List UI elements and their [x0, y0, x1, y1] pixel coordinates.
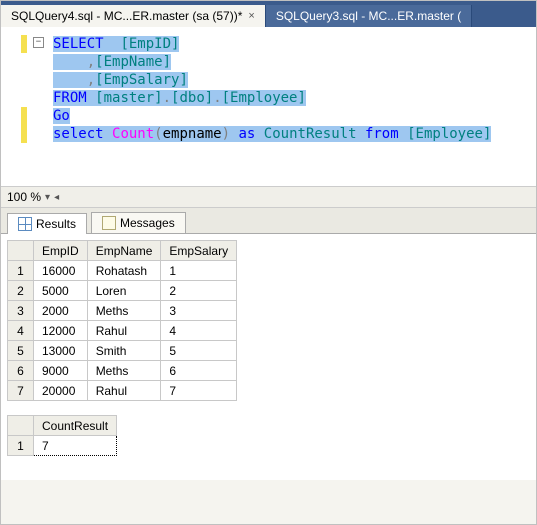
cell[interactable]: 5000	[34, 281, 88, 301]
row-number[interactable]: 3	[8, 301, 34, 321]
cell[interactable]: 20000	[34, 381, 88, 401]
cell[interactable]: Meths	[87, 361, 161, 381]
cell[interactable]: 3	[161, 301, 237, 321]
row-number[interactable]: 1	[8, 436, 34, 456]
fold-icon[interactable]: −	[33, 37, 44, 48]
row-number[interactable]: 5	[8, 341, 34, 361]
cell[interactable]: 6	[161, 361, 237, 381]
code-content: SELECT [EmpID] ,[EmpName] ,[EmpSalary] F…	[53, 35, 530, 143]
results-area: EmpID EmpName EmpSalary 116000Rohatash1 …	[1, 234, 536, 480]
tab-inactive-label: SQLQuery3.sql - MC...ER.master (	[276, 9, 461, 23]
document-tabs: SQLQuery4.sql - MC...ER.master (sa (57))…	[1, 1, 536, 27]
col-header[interactable]: EmpID	[34, 241, 88, 261]
cell[interactable]: 7	[34, 436, 117, 456]
close-icon[interactable]: ×	[248, 10, 254, 22]
grid-icon	[18, 217, 32, 231]
row-number[interactable]: 6	[8, 361, 34, 381]
cell[interactable]: Rahul	[87, 381, 161, 401]
cell[interactable]: 13000	[34, 341, 88, 361]
tab-inactive[interactable]: SQLQuery3.sql - MC...ER.master (	[266, 5, 472, 27]
results-grid-1[interactable]: EmpID EmpName EmpSalary 116000Rohatash1 …	[7, 240, 237, 401]
row-number[interactable]: 4	[8, 321, 34, 341]
corner-cell	[8, 416, 34, 436]
cell[interactable]: 5	[161, 341, 237, 361]
change-marker	[21, 35, 27, 53]
sql-editor[interactable]: − SELECT [EmpID] ,[EmpName] ,[EmpSalary]…	[1, 27, 536, 187]
cell[interactable]: Loren	[87, 281, 161, 301]
results-grid-2[interactable]: CountResult 1 7	[7, 415, 117, 456]
col-header[interactable]: EmpSalary	[161, 241, 237, 261]
tab-results[interactable]: Results	[7, 213, 87, 234]
row-number[interactable]: 1	[8, 261, 34, 281]
cell[interactable]: 2000	[34, 301, 88, 321]
zoom-value[interactable]: 100 %	[7, 190, 41, 204]
tab-messages-label: Messages	[120, 216, 175, 230]
cell[interactable]: Rahul	[87, 321, 161, 341]
cell[interactable]: 1	[161, 261, 237, 281]
row-number[interactable]: 7	[8, 381, 34, 401]
col-header[interactable]: EmpName	[87, 241, 161, 261]
message-icon	[102, 216, 116, 230]
chevron-down-icon[interactable]: ▾	[45, 192, 50, 203]
cell[interactable]: 9000	[34, 361, 88, 381]
cell[interactable]: Smith	[87, 341, 161, 361]
corner-cell	[8, 241, 34, 261]
tab-messages[interactable]: Messages	[91, 212, 186, 233]
cell[interactable]: 16000	[34, 261, 88, 281]
cell[interactable]: 7	[161, 381, 237, 401]
tab-active[interactable]: SQLQuery4.sql - MC...ER.master (sa (57))…	[1, 5, 266, 27]
cell[interactable]: 2	[161, 281, 237, 301]
result-tabs: Results Messages	[1, 208, 536, 234]
zoom-bar: 100 % ▾ ◂	[1, 187, 536, 208]
tab-active-label: SQLQuery4.sql - MC...ER.master (sa (57))…	[11, 9, 242, 23]
divider-icon: ◂	[54, 192, 59, 203]
col-header[interactable]: CountResult	[34, 416, 117, 436]
cell[interactable]: 12000	[34, 321, 88, 341]
cell[interactable]: 4	[161, 321, 237, 341]
row-number[interactable]: 2	[8, 281, 34, 301]
tab-results-label: Results	[36, 217, 76, 231]
cell[interactable]: Meths	[87, 301, 161, 321]
change-marker	[21, 107, 27, 143]
cell[interactable]: Rohatash	[87, 261, 161, 281]
